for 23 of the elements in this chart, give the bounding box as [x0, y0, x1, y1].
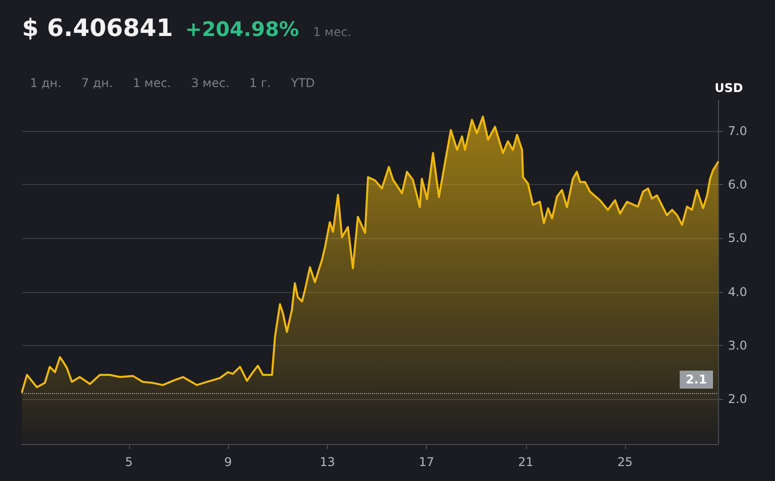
x-tick-label: 21: [518, 455, 534, 469]
x-tick-label: 17: [418, 455, 434, 469]
x-tick-label: 13: [320, 455, 335, 469]
text: 1 мес.: [313, 25, 352, 39]
text: YTD: [290, 76, 315, 90]
x-tick-label: 25: [617, 455, 633, 469]
ref-line-label: 2.1: [686, 372, 707, 387]
y-tick-label: 6.0: [728, 178, 748, 192]
y-tick-label: 3.0: [728, 338, 748, 352]
y-tick-label: 5.0: [728, 231, 748, 246]
text: 1 дн.: [30, 76, 62, 90]
x-tick-label: 9: [224, 455, 232, 469]
y-axis-title: USD: [714, 81, 744, 95]
chart-title: $ 6.406841: [22, 14, 174, 42]
text: 7 дн.: [81, 76, 113, 90]
chart-subtitle: +204.98%: [185, 17, 300, 41]
x-tick-label: 5: [125, 455, 133, 469]
text: 1 мес.: [132, 76, 172, 90]
y-tick-label: 7.0: [728, 124, 748, 138]
text: 3 мес.: [191, 76, 230, 90]
y-tick-label: 2.0: [728, 392, 748, 406]
y-tick-label: 4.0: [728, 284, 748, 299]
text: 1 г.: [249, 76, 271, 90]
